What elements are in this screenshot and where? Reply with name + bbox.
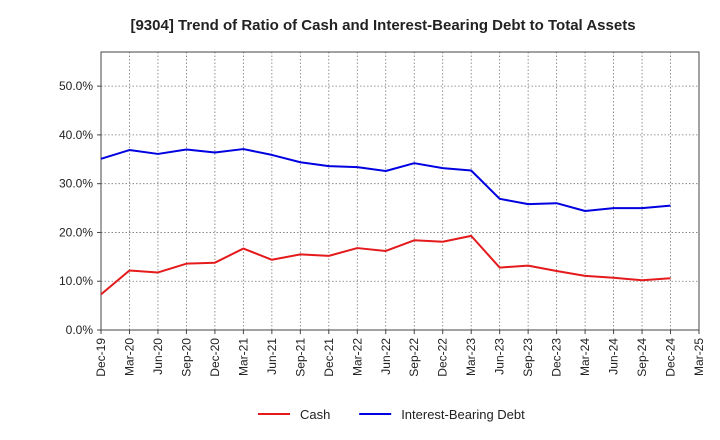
x-tick-label: Sep-22: [407, 338, 421, 377]
series-lines: [100, 148, 671, 296]
y-tick-label: 40.0%: [59, 128, 93, 142]
x-tick-label: Mar-24: [578, 338, 592, 376]
x-axis-ticks: Dec-19 Mar-20 Jun-20 Sep-20 Dec-20 Mar-21 Jun-…: [94, 330, 706, 377]
chart-title: [9304] Trend of Ratio of Cash and Intere…: [130, 17, 635, 34]
x-tick-label: Jun-24: [607, 338, 621, 375]
x-tick-label: Sep-21: [293, 338, 307, 377]
x-tick-label: Dec-19: [94, 338, 108, 377]
x-tick-label: Sep-24: [635, 338, 649, 377]
y-tick-label: 50.0%: [59, 79, 93, 93]
y-tick-label: 0.0%: [66, 323, 94, 337]
x-tick-label: Jun-23: [493, 338, 507, 375]
y-axis-ticks: 0.0% 10.0% 20.0% 30.0% 40.0% 50.0%: [59, 79, 101, 337]
x-tick-label: Dec-20: [208, 338, 222, 377]
plot-frame: [100, 51, 700, 331]
x-tick-label: Mar-21: [236, 338, 250, 376]
x-tick-label: Mar-22: [350, 338, 364, 376]
legend-label-cash: Cash: [300, 407, 330, 422]
x-tick-label: Jun-22: [379, 338, 393, 375]
x-tick-label: Mar-23: [464, 338, 478, 376]
x-tick-label: Dec-21: [322, 338, 336, 377]
y-tick-label: 30.0%: [59, 177, 93, 191]
x-tick-label: Mar-20: [122, 338, 136, 376]
y-tick-label: 20.0%: [59, 225, 93, 239]
legend: Cash Interest-Bearing Debt: [258, 407, 525, 422]
x-tick-label: Dec-24: [664, 338, 678, 377]
x-tick-label: Mar-25: [692, 338, 706, 376]
x-tick-label: Sep-23: [521, 338, 535, 377]
x-tick-label: Sep-20: [179, 338, 193, 377]
x-tick-label: Jun-21: [265, 338, 279, 375]
y-tick-label: 10.0%: [59, 274, 93, 288]
x-tick-label: Dec-23: [550, 338, 564, 377]
x-tick-label: Jun-20: [151, 338, 165, 375]
legend-label-interest-bearing-debt: Interest-Bearing Debt: [401, 407, 525, 422]
grid-lines: [100, 52, 700, 330]
x-tick-label: Dec-22: [436, 338, 450, 377]
